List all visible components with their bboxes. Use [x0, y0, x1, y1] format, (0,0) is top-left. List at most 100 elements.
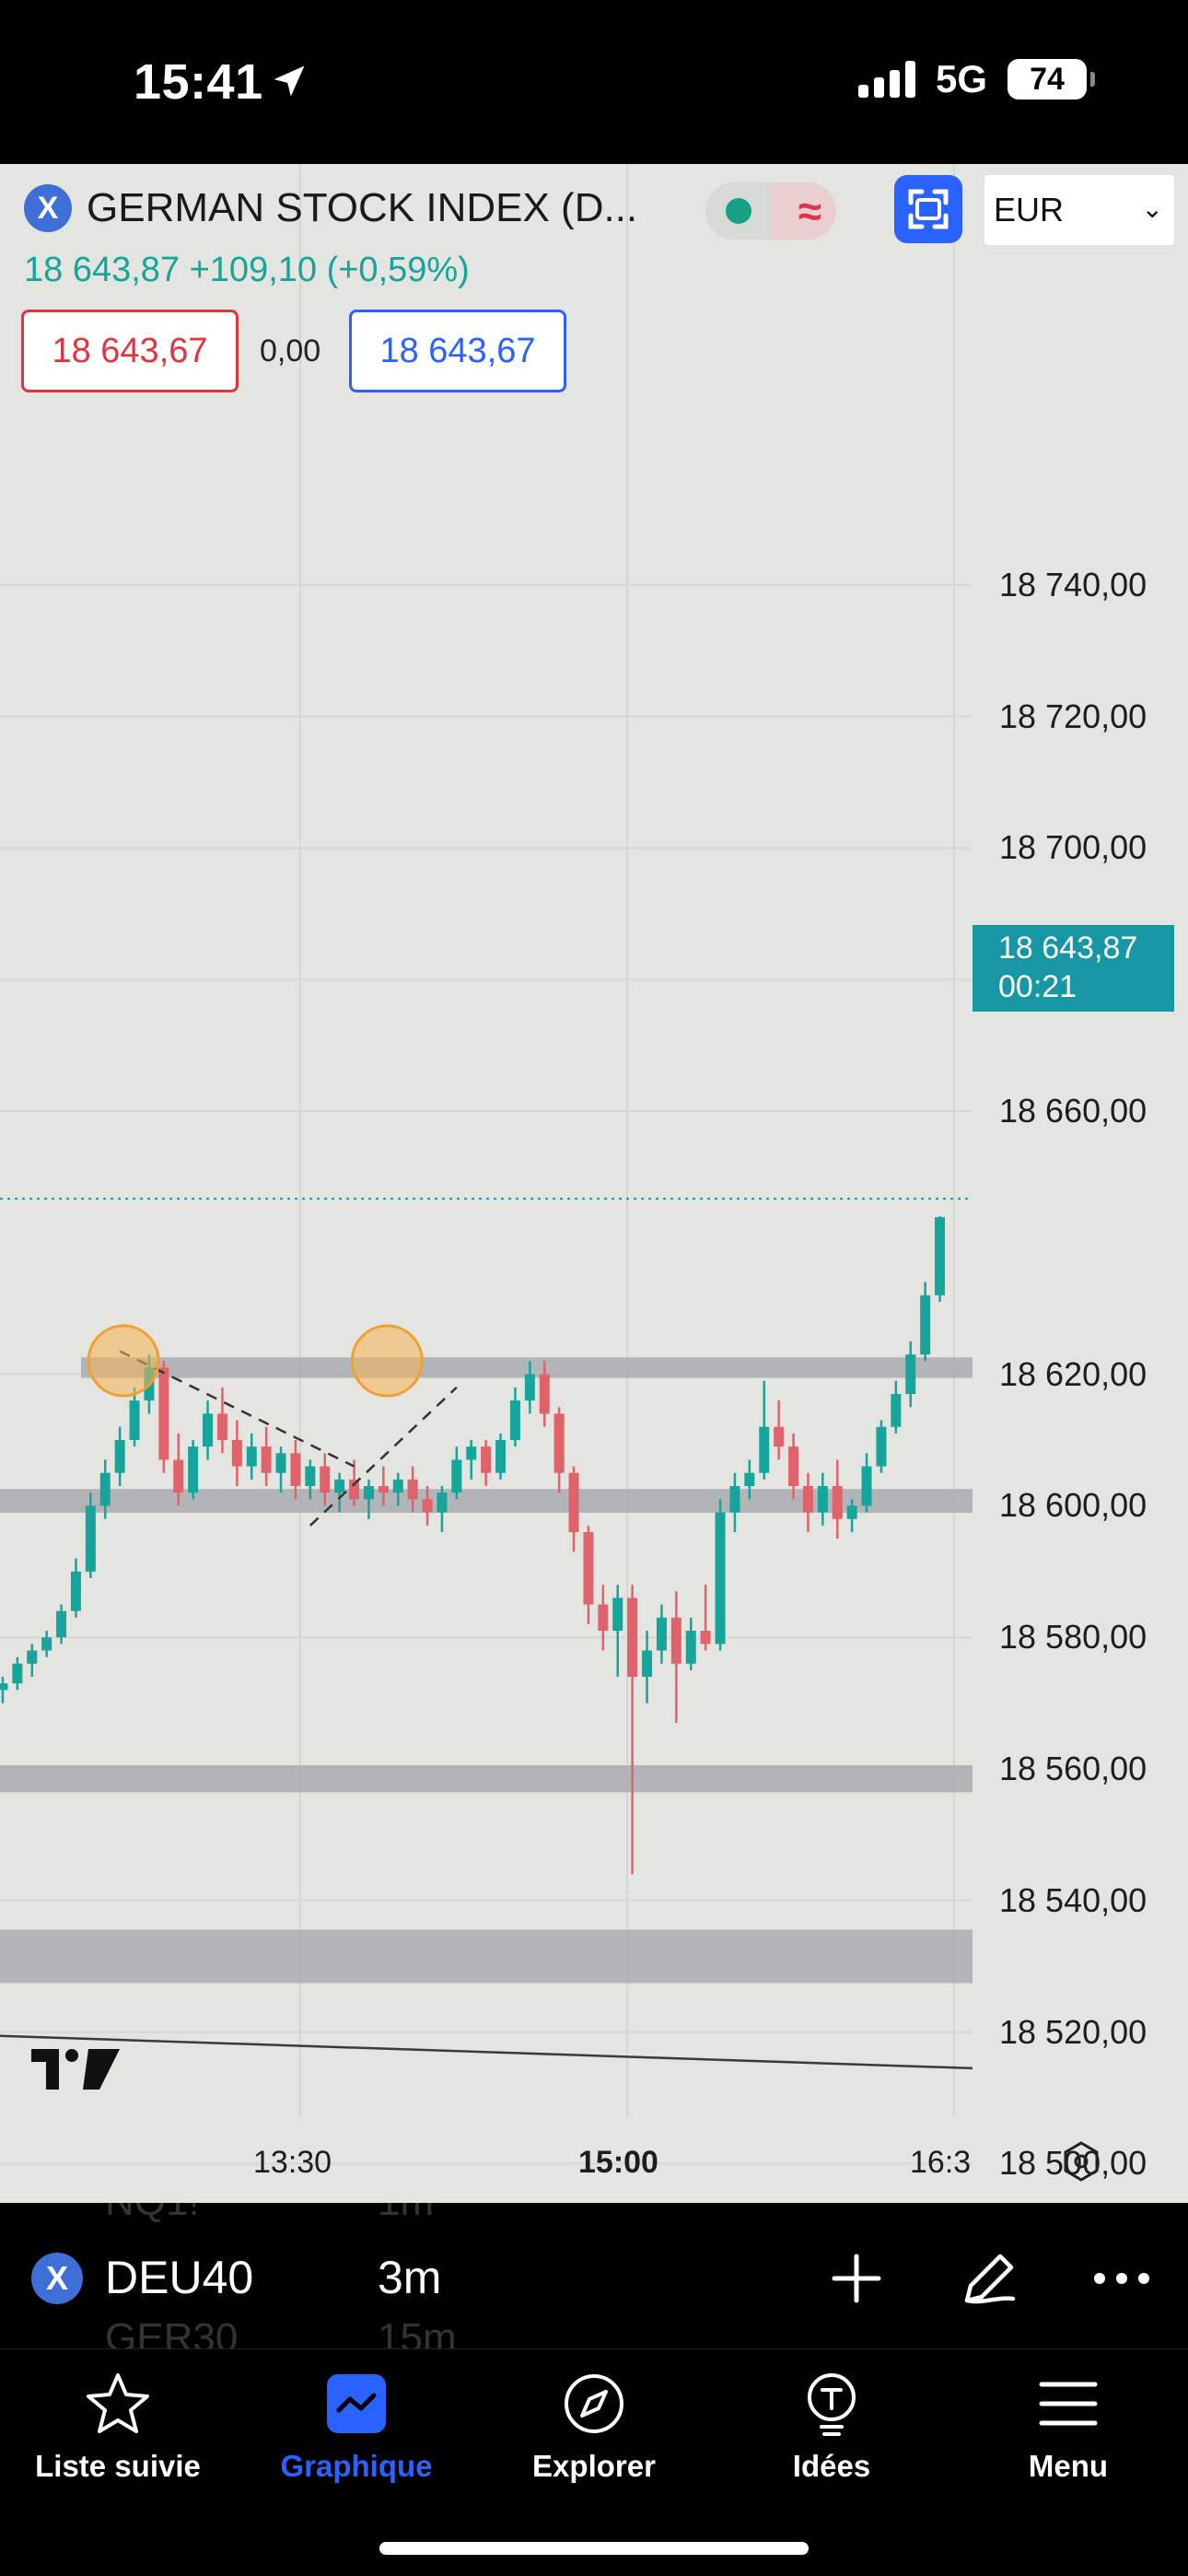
candle-body: [509, 1400, 520, 1440]
time-tick-label: 15:00: [578, 2145, 658, 2180]
symbol-header[interactable]: X GERMAN STOCK INDEX (D...: [24, 184, 637, 232]
support-resistance-zone: [0, 1929, 973, 1984]
candle-body: [539, 1374, 550, 1414]
candle-body: [832, 1485, 843, 1519]
candle-body: [12, 1663, 23, 1684]
candle-body: [656, 1617, 667, 1651]
fullscreen-button[interactable]: [894, 175, 962, 243]
candle-body: [612, 1598, 623, 1632]
price-chart[interactable]: [0, 164, 1188, 2203]
interval-picker[interactable]: 3m: [378, 2252, 442, 2303]
star-icon: [87, 2373, 149, 2433]
candle-body: [188, 1446, 199, 1493]
candle-body: [422, 1499, 433, 1513]
candle-body: [70, 1571, 81, 1611]
symbol-picker[interactable]: DEU40: [105, 2252, 254, 2303]
tab-label: Menu: [1028, 2449, 1109, 2483]
price-tick-label: 18 660,00: [999, 1092, 1147, 1130]
candle-body: [524, 1374, 535, 1401]
candle-body: [305, 1466, 316, 1486]
candle-body: [598, 1604, 609, 1632]
chart-icon: [327, 2374, 386, 2433]
tab-chart[interactable]: Graphique: [250, 2368, 462, 2484]
bottom-tab-bar: Liste suivie Graphique Explorer Idées Me…: [0, 2348, 1188, 2576]
spread-value: 0,00: [260, 334, 321, 369]
network-type: 5G: [935, 57, 987, 100]
candle-body: [275, 1453, 286, 1473]
candle-body: [56, 1610, 67, 1638]
price-tick-label: 18 740,00: [999, 565, 1147, 603]
symbol-title[interactable]: GERMAN STOCK INDEX (D...: [87, 185, 638, 230]
candle-body: [231, 1440, 242, 1467]
tab-explore[interactable]: Explorer: [488, 2368, 700, 2484]
candle-body: [670, 1617, 681, 1664]
candle-body: [363, 1485, 374, 1500]
candle-body: [334, 1479, 345, 1493]
price-tick-label: 18 520,00: [999, 2012, 1147, 2051]
tab-menu[interactable]: Menu: [962, 2368, 1174, 2484]
top-marker-circle: [87, 1324, 160, 1398]
more-options-icon[interactable]: [1087, 2243, 1157, 2313]
signal-bars-icon: [857, 61, 915, 98]
tab-label: Idées: [792, 2449, 871, 2483]
toolbar-exchange-badge: X: [31, 2253, 83, 2304]
candle-body: [715, 1512, 726, 1645]
candle-body: [627, 1598, 638, 1678]
bar-countdown: 00:21: [998, 969, 1077, 1004]
candle-body: [466, 1446, 477, 1460]
candle-body: [99, 1472, 111, 1506]
buy-price-button[interactable]: 18 643,67: [349, 310, 566, 392]
symbol-toolbar: NQ1! 1m GER30 15m X DEU40 3m: [0, 2203, 1188, 2348]
candle-body: [861, 1466, 872, 1506]
ghost-prev-symbol: NQ1!: [105, 2203, 200, 2225]
candle-body: [759, 1426, 770, 1473]
dashed-pattern-line: [309, 1386, 458, 1527]
top-marker-circle: [350, 1324, 424, 1398]
candle-body: [261, 1446, 272, 1473]
candle-body: [700, 1631, 711, 1645]
quote-summary: 18 643,87 +109,10 (+0,59%): [24, 251, 470, 289]
candle-body: [802, 1485, 813, 1513]
candle-body: [349, 1479, 360, 1500]
market-open-dot-icon: [726, 198, 751, 224]
candle-body: [27, 1650, 38, 1664]
price-tick-label: 18 620,00: [999, 1354, 1147, 1393]
support-resistance-zone: [81, 1357, 973, 1378]
candle-body: [744, 1472, 755, 1486]
tradingview-logo-icon[interactable]: [31, 2045, 122, 2093]
ghost-next-interval: 15m: [378, 2315, 457, 2348]
currency-value: EUR: [994, 191, 1065, 228]
add-icon[interactable]: [821, 2243, 891, 2313]
candle-body: [788, 1446, 799, 1486]
tab-watchlist[interactable]: Liste suivie: [12, 2368, 224, 2484]
market-status-pill[interactable]: ≈: [705, 182, 836, 240]
candle-body: [451, 1459, 462, 1493]
sell-price-button[interactable]: 18 643,67: [21, 310, 239, 392]
last-price-value: 18 643,87: [998, 931, 1138, 966]
candle-body: [935, 1217, 946, 1295]
candle-body: [246, 1446, 257, 1467]
time-tick-label: 13:30: [253, 2145, 332, 2180]
tab-ideas[interactable]: Idées: [726, 2368, 938, 2484]
currency-select[interactable]: EUR ⌄: [984, 175, 1174, 245]
candle-body: [846, 1505, 857, 1519]
candle-body: [729, 1485, 740, 1513]
candle-body: [0, 1683, 8, 1691]
dashed-pattern-line: [119, 1350, 355, 1468]
chevron-down-icon: ⌄: [1141, 194, 1163, 223]
candle-body: [158, 1367, 169, 1460]
home-indicator[interactable]: [379, 2542, 809, 2555]
candle-body: [817, 1485, 828, 1513]
ghost-prev-interval: 1m: [378, 2203, 434, 2225]
last-price-tag: 18 643,87 00:21: [973, 925, 1174, 1012]
menu-icon: [1039, 2382, 1098, 2426]
candle-body: [642, 1650, 653, 1678]
chart-settings-icon[interactable]: [1059, 2139, 1103, 2184]
chart-area[interactable]: X GERMAN STOCK INDEX (D... ≈ EUR ⌄ 18 64…: [0, 164, 1188, 2203]
drawing-pen-icon[interactable]: [954, 2243, 1024, 2313]
candle-body: [481, 1446, 492, 1473]
status-indicators: 5G 74: [857, 57, 1095, 101]
price-tick-label: 18 600,00: [999, 1486, 1147, 1525]
time-tick-label: 16:3: [910, 2145, 972, 2180]
candle-body: [495, 1440, 507, 1473]
